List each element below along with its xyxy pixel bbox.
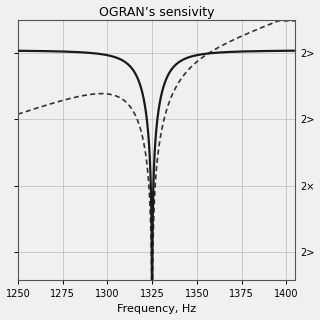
Title: OGRAN’s sensivity: OGRAN’s sensivity [99, 5, 214, 19]
X-axis label: Frequency, Hz: Frequency, Hz [117, 304, 196, 315]
